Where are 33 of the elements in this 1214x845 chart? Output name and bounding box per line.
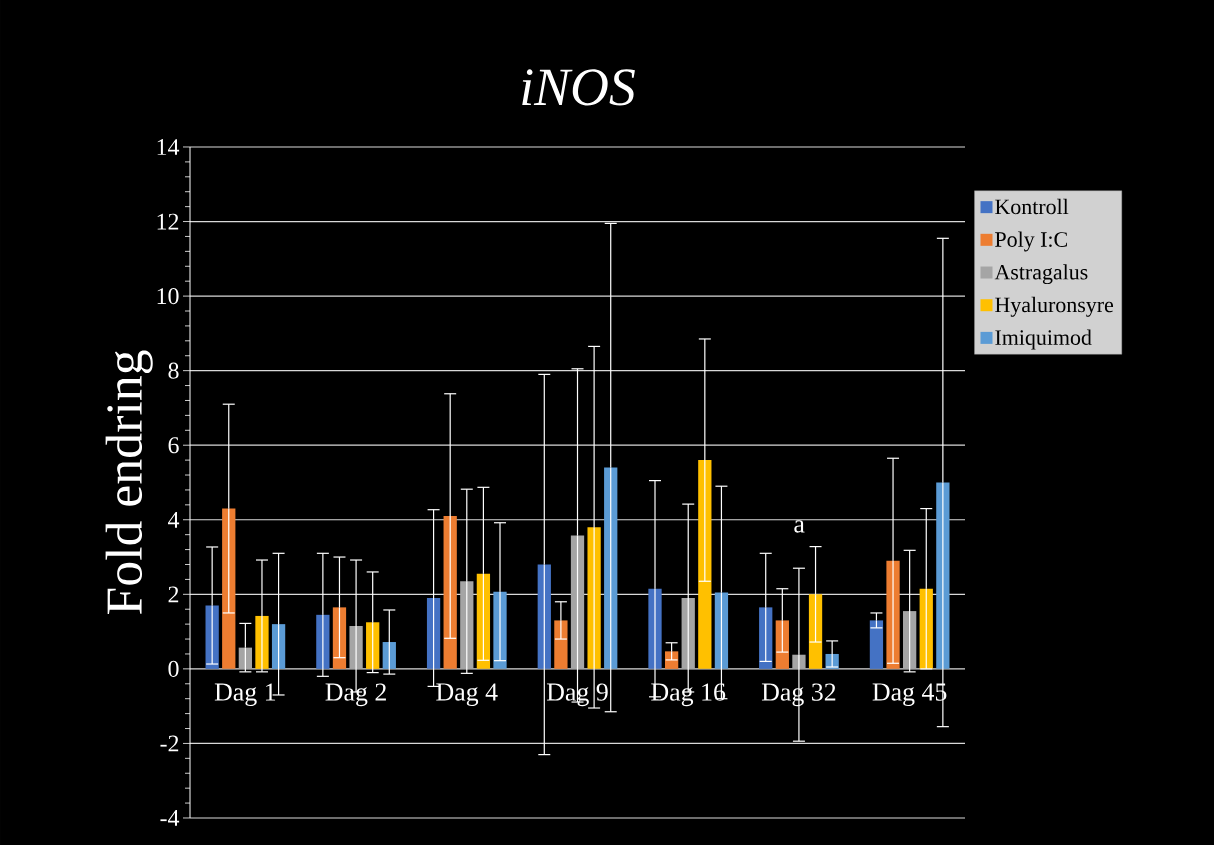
legend-label: Hyaluronsyre [995,296,1114,317]
bar [554,620,568,669]
y-tick-label: 14 [157,139,180,155]
bar [714,592,729,669]
legend-label: Astragalus [994,264,1088,285]
x-tick-label: Dag 1 [214,683,276,707]
legend-label: Poly I:C [995,231,1067,252]
y-tick-label: 2 [168,586,179,603]
bar [537,564,551,669]
bar [681,598,695,669]
x-tick-label: Dag 4 [436,683,498,707]
annotation: a [794,520,805,533]
bar [604,467,618,669]
bar [426,598,441,669]
bar [271,624,286,669]
x-tick-label: Dag 2 [325,683,386,707]
y-tick-label: -2 [160,735,179,752]
y-tick-label: 12 [157,213,179,230]
y-axis-title: Fold endring [105,350,153,615]
legend-label: Kontroll [995,198,1069,215]
bar [903,611,917,669]
y-tick-label: 8 [168,362,179,379]
y-tick-label: 6 [168,437,179,454]
bar [460,581,474,669]
y-tick-label: -4 [160,810,180,826]
bar [366,622,380,669]
bar [382,642,396,669]
y-tick-label: 10 [157,288,179,305]
chart-title: iNOS [522,69,635,106]
legend-label: Imiquimod [995,329,1092,350]
y-tick-label: 4 [168,511,180,528]
y-tick-label: 0 [168,660,179,677]
bar [869,620,884,669]
